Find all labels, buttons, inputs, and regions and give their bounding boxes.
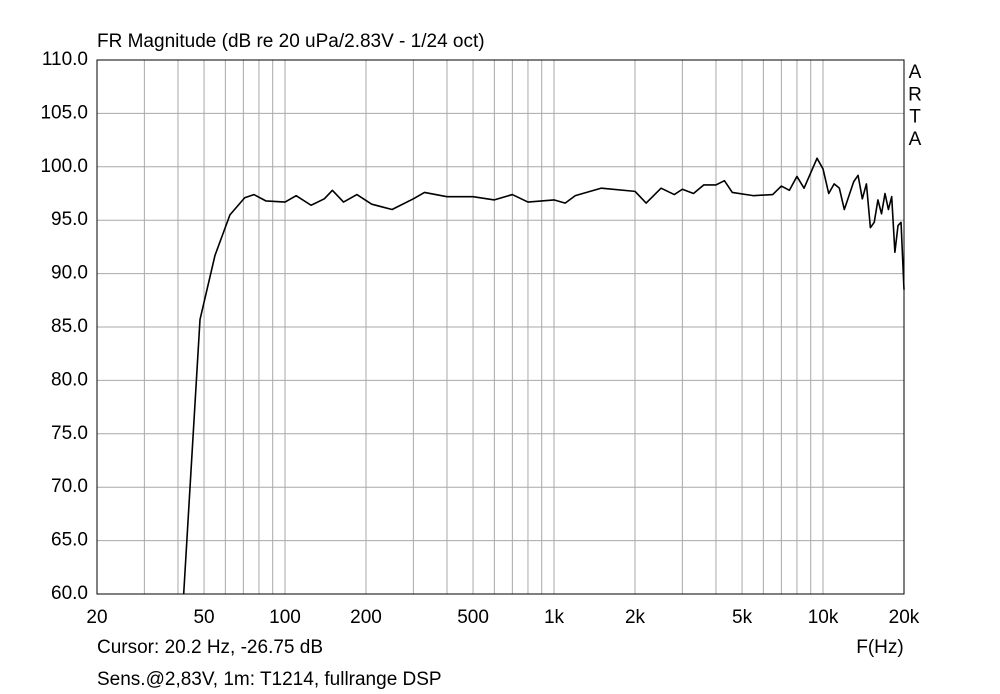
x-tick-label: 200	[350, 607, 382, 628]
y-tick-label: 105.0	[40, 102, 88, 123]
y-tick-label: 85.0	[51, 316, 88, 337]
line-series	[182, 157, 905, 595]
y-tick-label: 65.0	[51, 530, 88, 551]
plot-border	[96, 59, 905, 595]
x-tick-label: 50	[193, 607, 214, 628]
x-tick-label: 2k	[625, 607, 646, 628]
x-tick-label: 100	[269, 607, 301, 628]
y-tick-label: 90.0	[51, 263, 88, 284]
y-tick-label: 60.0	[51, 583, 88, 604]
x-tick-label: 1k	[544, 607, 565, 628]
x-tick-label: 500	[457, 607, 489, 628]
annotation: Cursor: 20.2 Hz, -26.75 dB	[97, 637, 323, 658]
x-tick-label: 20k	[889, 607, 920, 628]
y-tick-label: 100.0	[40, 156, 88, 177]
y-tick-label: 95.0	[51, 209, 88, 230]
y-tick-label: 110.0	[42, 49, 88, 70]
x-tick-label: 10k	[808, 607, 839, 628]
y-tick-label: 75.0	[51, 423, 88, 444]
y-tick-label: 80.0	[51, 369, 88, 390]
chart-title: FR Magnitude (dB re 20 uPa/2.83V - 1/24 …	[97, 31, 485, 52]
x-tick-label: 20	[86, 607, 107, 628]
x-axis-label: F(Hz)	[856, 637, 903, 658]
y-tick-label: 70.0	[51, 476, 88, 497]
annotation: Sens.@2,83V, 1m: T1214, fullrange DSP	[97, 669, 442, 690]
x-tick-label: 5k	[732, 607, 753, 628]
